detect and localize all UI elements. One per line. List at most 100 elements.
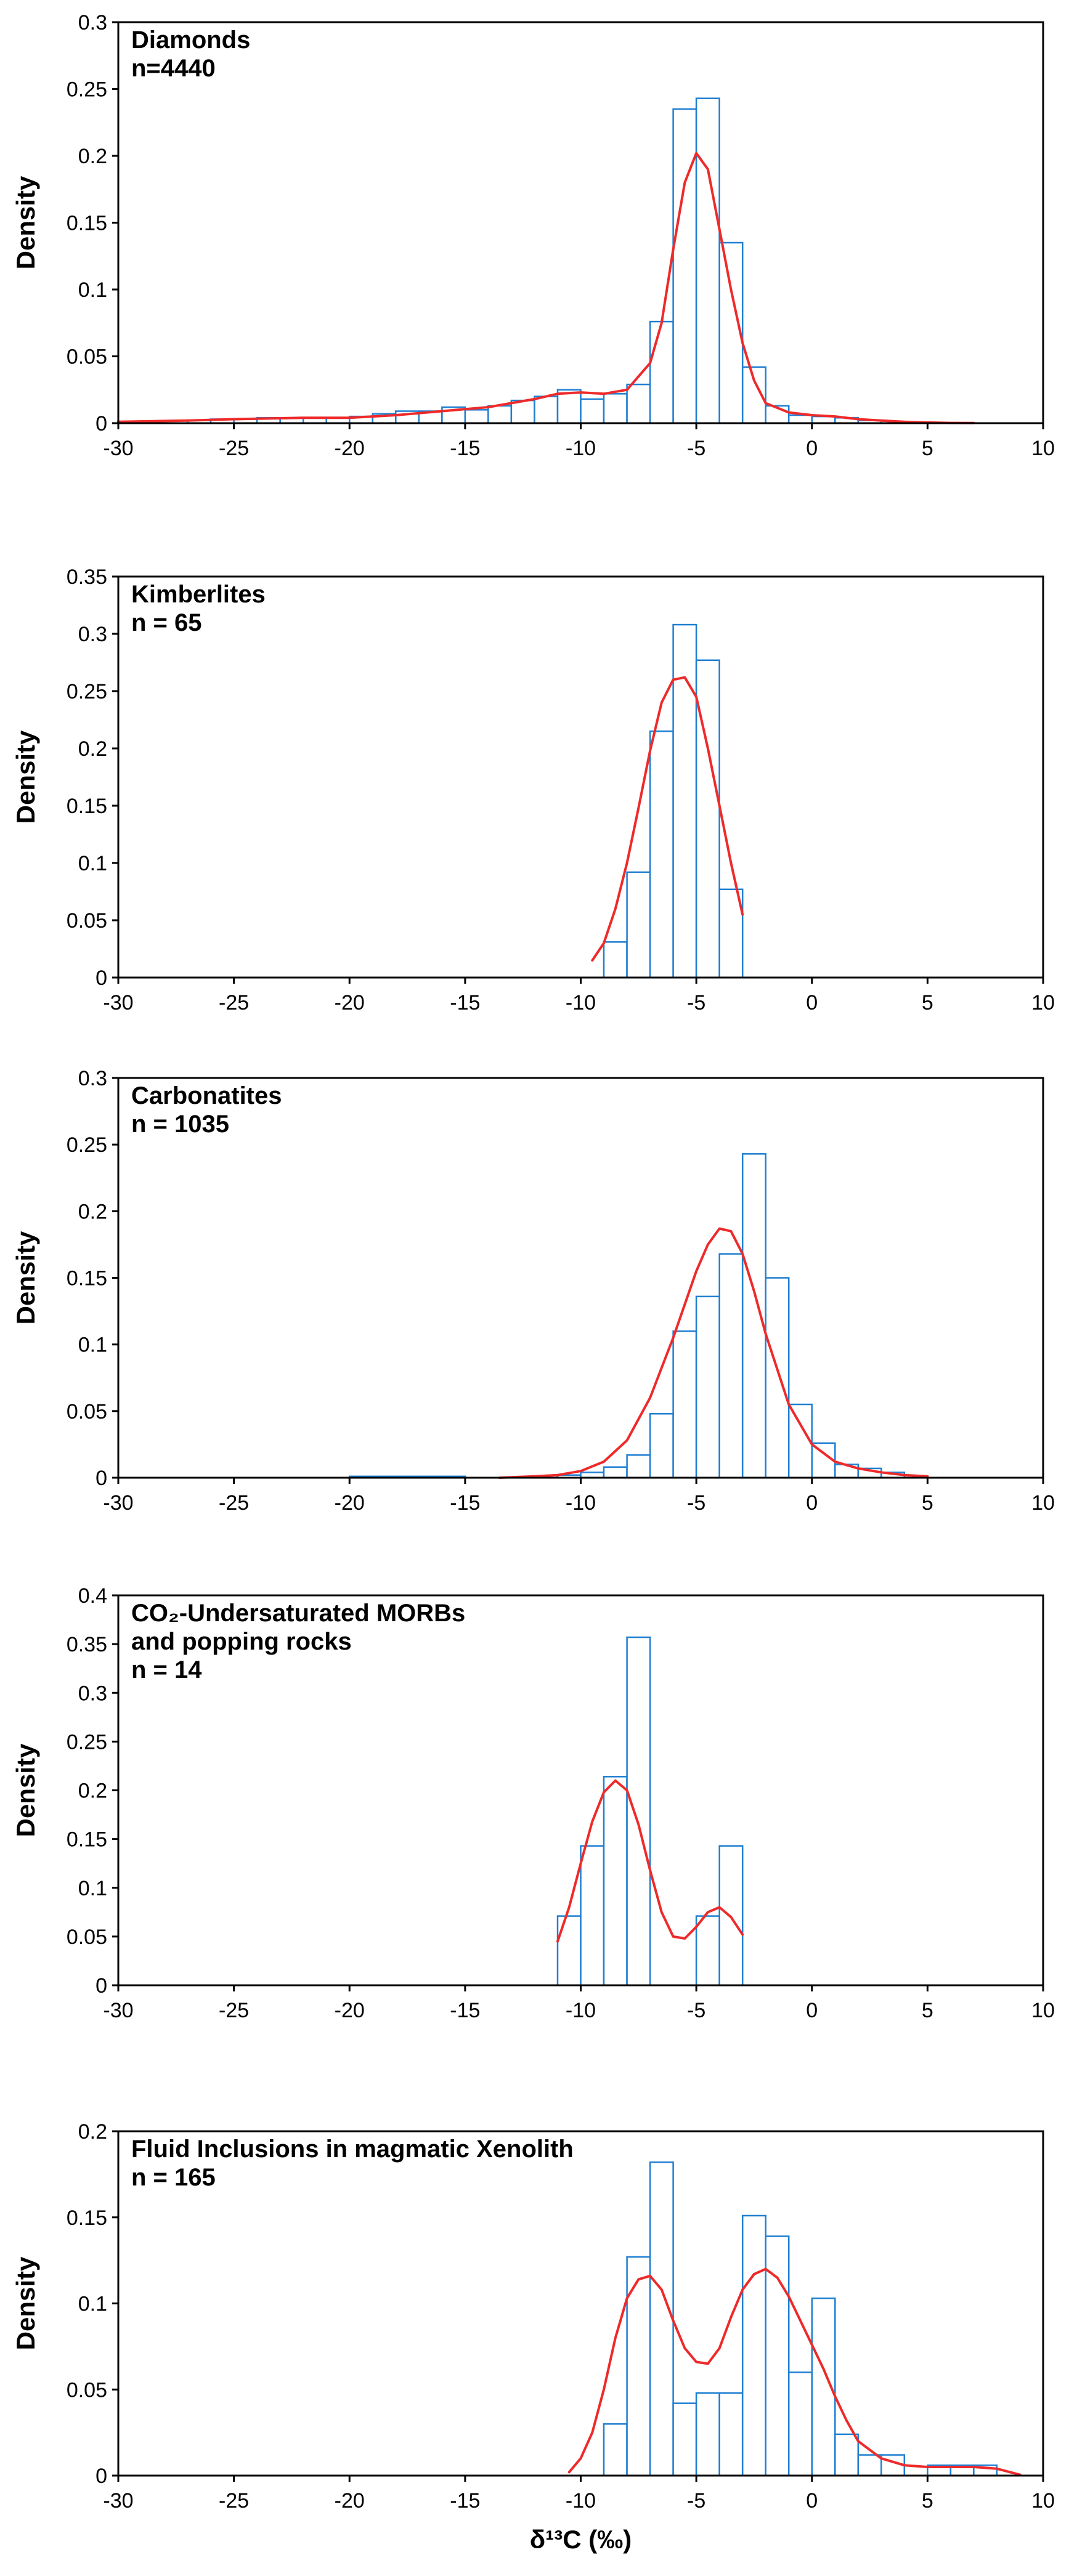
histogram-bar <box>534 395 559 424</box>
histogram-bar <box>626 1454 651 1479</box>
y-tick-label: 0.1 <box>78 1877 107 1900</box>
y-axis-label: Density <box>11 1231 40 1324</box>
y-tick-label: 0.05 <box>67 2378 107 2402</box>
x-tick-label: -5 <box>687 2489 705 2513</box>
histogram-bar <box>603 393 628 424</box>
x-tick-label: 0 <box>806 1491 818 1515</box>
y-axis-label: Density <box>11 176 40 269</box>
y-tick-label: 0.3 <box>78 623 107 646</box>
x-tick-label: -15 <box>450 437 480 460</box>
histogram-bar <box>649 1412 674 1479</box>
morbs-panel: 0 0.05 0.1 0.15 0.2 0.25 0.3 0.35 0.4 -30 -25 -20 -1… <box>11 1584 1055 2022</box>
panel-title: Kimberlites <box>131 581 266 608</box>
x-tick-label: 0 <box>806 437 818 460</box>
x-tick-label: -20 <box>335 437 365 460</box>
y-tick-label: 0.4 <box>78 1584 107 1608</box>
y-tick-label: 0.1 <box>78 852 107 875</box>
histogram-bar <box>741 1153 766 1479</box>
histogram-bar <box>603 941 628 979</box>
y-tick-label: 0.2 <box>78 2120 107 2144</box>
y-tick-label: 0 <box>96 412 107 435</box>
histogram-bar <box>811 1442 836 1479</box>
x-tick-label: 10 <box>1031 2489 1055 2513</box>
sample-count: n = 1035 <box>131 1111 229 1138</box>
y-tick-label: 0.3 <box>78 1682 107 1705</box>
y-axis-label: Density <box>11 1743 40 1837</box>
x-tick-label: -15 <box>450 991 480 1015</box>
x-tick-label: -5 <box>687 437 705 460</box>
histogram-bar <box>649 320 674 424</box>
x-tick-label: 5 <box>922 1999 933 2022</box>
histogram-bar <box>857 2454 882 2477</box>
y-tick-label: 0.15 <box>67 1828 107 1852</box>
histogram-bar <box>672 2402 697 2477</box>
histogram-bar <box>787 1403 813 1479</box>
density-curve <box>498 1227 929 1479</box>
y-tick-label: 0.25 <box>67 78 107 102</box>
x-tick-label: -30 <box>103 991 133 1015</box>
histogram-bar <box>626 871 651 979</box>
panel-title: Diamonds <box>131 26 250 54</box>
sample-count: n = 14 <box>131 1656 202 1683</box>
kimberlites-panel: 0 0.05 0.1 0.15 0.2 0.25 0.3 0.35 -30 -25 -20 -15 -1… <box>11 565 1055 1015</box>
x-tick-label: -30 <box>103 1999 133 2022</box>
x-tick-label: -25 <box>219 437 249 460</box>
panel-title-line2: and popping rocks <box>131 1628 352 1655</box>
y-tick-label: 0 <box>96 966 107 990</box>
x-tick-label: 0 <box>806 1999 818 2022</box>
histogram-bar <box>603 2423 628 2477</box>
histogram-bar <box>626 2256 651 2477</box>
histogram-bar <box>626 1636 651 1987</box>
x-tick-label: -10 <box>566 437 596 460</box>
density-curve <box>556 1779 744 1943</box>
y-tick-label: 0.1 <box>78 2293 107 2316</box>
histogram-bar <box>765 1277 790 1479</box>
y-tick-label: 0 <box>96 1467 107 1490</box>
carbonatites-panel: 0 0.05 0.1 0.15 0.2 0.25 0.3 -30 -25 -20 -15 -10 -5 0… <box>11 1067 1055 1515</box>
x-tick-label: -20 <box>335 1999 365 2022</box>
y-tick-label: 0.15 <box>67 2206 107 2230</box>
y-tick-label: 0.15 <box>67 1267 107 1290</box>
y-tick-label: 0.05 <box>67 1400 107 1424</box>
histogram-bar <box>649 730 674 979</box>
y-tick-label: 0.15 <box>67 795 107 818</box>
histogram-bar <box>787 414 813 424</box>
histogram-bar <box>787 2371 813 2477</box>
histogram-bar <box>580 398 605 424</box>
density-curve <box>567 2267 1022 2476</box>
histogram-bar <box>695 1915 720 1987</box>
y-tick-label: 0.3 <box>78 1067 107 1090</box>
x-tick-label: 5 <box>922 2489 933 2513</box>
y-tick-label: 0.1 <box>78 278 107 302</box>
histogram-bar <box>741 2214 766 2477</box>
sample-count: n = 165 <box>131 2164 216 2191</box>
sample-count: n=4440 <box>131 55 216 82</box>
histogram-bar <box>718 2392 744 2477</box>
histogram-bar <box>695 1295 720 1479</box>
x-tick-label: -10 <box>566 1491 596 1515</box>
y-tick-label: 0.05 <box>67 346 107 369</box>
y-tick-label: 0.2 <box>78 145 107 168</box>
histogram-bar <box>718 1253 744 1479</box>
histogram-bar <box>718 241 744 424</box>
panel-title: Carbonatites <box>131 1082 282 1109</box>
x-tick-label: -10 <box>566 2489 596 2513</box>
x-tick-label: -30 <box>103 2489 133 2513</box>
y-tick-label: 0.2 <box>78 1780 107 1803</box>
y-tick-label: 0.15 <box>67 212 107 235</box>
histogram-bar <box>695 2392 720 2477</box>
x-tick-label: -30 <box>103 437 133 460</box>
y-tick-label: 0.2 <box>78 737 107 761</box>
x-axis-label: δ¹³C (‰) <box>530 2525 632 2554</box>
panel-title: CO₂-Undersaturated MORBs <box>131 1600 465 1627</box>
diamonds-panel: 0 0.05 0.1 0.15 0.2 0.25 0.3 -30 -25 -20 -15 -10 -5 0… <box>11 11 1055 460</box>
y-tick-label: 0.1 <box>78 1334 107 1357</box>
histogram-bar <box>672 1330 697 1479</box>
x-tick-label: -5 <box>687 991 705 1015</box>
density-curve <box>117 152 975 424</box>
x-tick-label: -10 <box>566 1999 596 2022</box>
x-tick-label: -25 <box>219 991 249 1015</box>
x-tick-label: -20 <box>335 2489 365 2513</box>
x-tick-label: 10 <box>1031 1999 1055 2022</box>
